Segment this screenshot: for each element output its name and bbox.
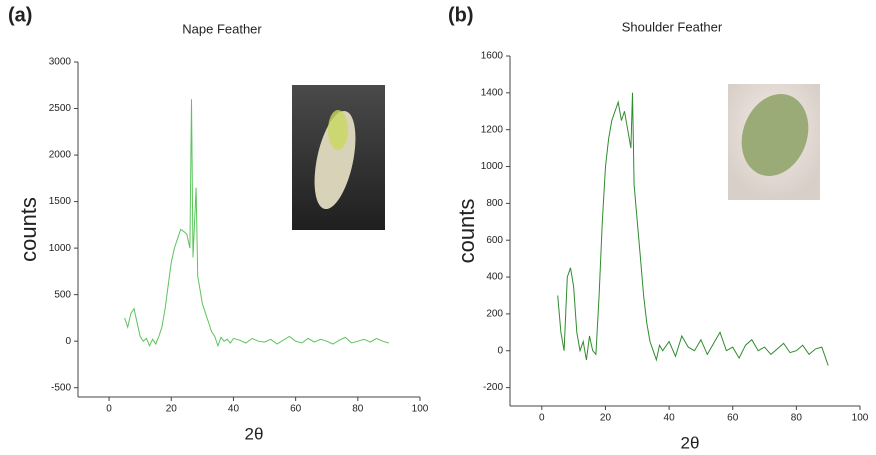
y-tick-label: 1000 bbox=[49, 243, 72, 254]
data-line bbox=[557, 92, 829, 366]
y-tick-label: 1600 bbox=[481, 51, 504, 62]
x-tick-label: 60 bbox=[727, 413, 739, 424]
y-tick-label: 800 bbox=[486, 198, 503, 209]
x-tick-label: 100 bbox=[852, 413, 869, 424]
y-tick-label: -500 bbox=[51, 382, 71, 393]
y-tick-label: 600 bbox=[486, 235, 503, 246]
inset-photo bbox=[292, 85, 385, 230]
y-tick-label: 500 bbox=[54, 289, 71, 300]
x-tick-label: 40 bbox=[664, 413, 676, 424]
x-tick-label: 60 bbox=[290, 404, 302, 415]
chart-title: Shoulder Feather bbox=[622, 19, 723, 34]
y-tick-label: -200 bbox=[483, 382, 503, 393]
x-axis-label: 2θ bbox=[245, 424, 264, 443]
y-tick-label: 200 bbox=[486, 309, 503, 320]
x-axis-label: 2θ bbox=[681, 433, 700, 450]
x-tick-label: 100 bbox=[412, 404, 429, 415]
data-line bbox=[124, 99, 390, 348]
x-tick-label: 40 bbox=[228, 404, 240, 415]
y-tick-label: 2000 bbox=[49, 150, 72, 161]
x-tick-label: 0 bbox=[106, 404, 112, 415]
y-tick-label: 1500 bbox=[49, 196, 72, 207]
x-tick-label: 20 bbox=[166, 404, 178, 415]
y-tick-label: 1200 bbox=[481, 124, 504, 135]
y-tick-label: 2500 bbox=[49, 103, 72, 114]
inset-photo bbox=[728, 84, 820, 200]
panel-label: (b) bbox=[448, 4, 474, 26]
chart-title: Nape Feather bbox=[182, 21, 262, 36]
y-tick-label: 400 bbox=[486, 272, 503, 283]
x-tick-label: 80 bbox=[352, 404, 364, 415]
x-tick-label: 0 bbox=[539, 413, 545, 424]
y-tick-label: 3000 bbox=[49, 57, 72, 68]
y-axis-label: counts bbox=[454, 199, 479, 264]
y-axis-label: counts bbox=[16, 197, 41, 262]
panel-label: (a) bbox=[8, 4, 32, 26]
x-tick-label: 80 bbox=[791, 413, 803, 424]
y-tick-label: 1400 bbox=[481, 87, 504, 98]
y-tick-label: 1000 bbox=[481, 161, 504, 172]
y-tick-label: 0 bbox=[497, 345, 503, 356]
y-tick-label: 0 bbox=[65, 336, 71, 347]
x-tick-label: 20 bbox=[600, 413, 612, 424]
